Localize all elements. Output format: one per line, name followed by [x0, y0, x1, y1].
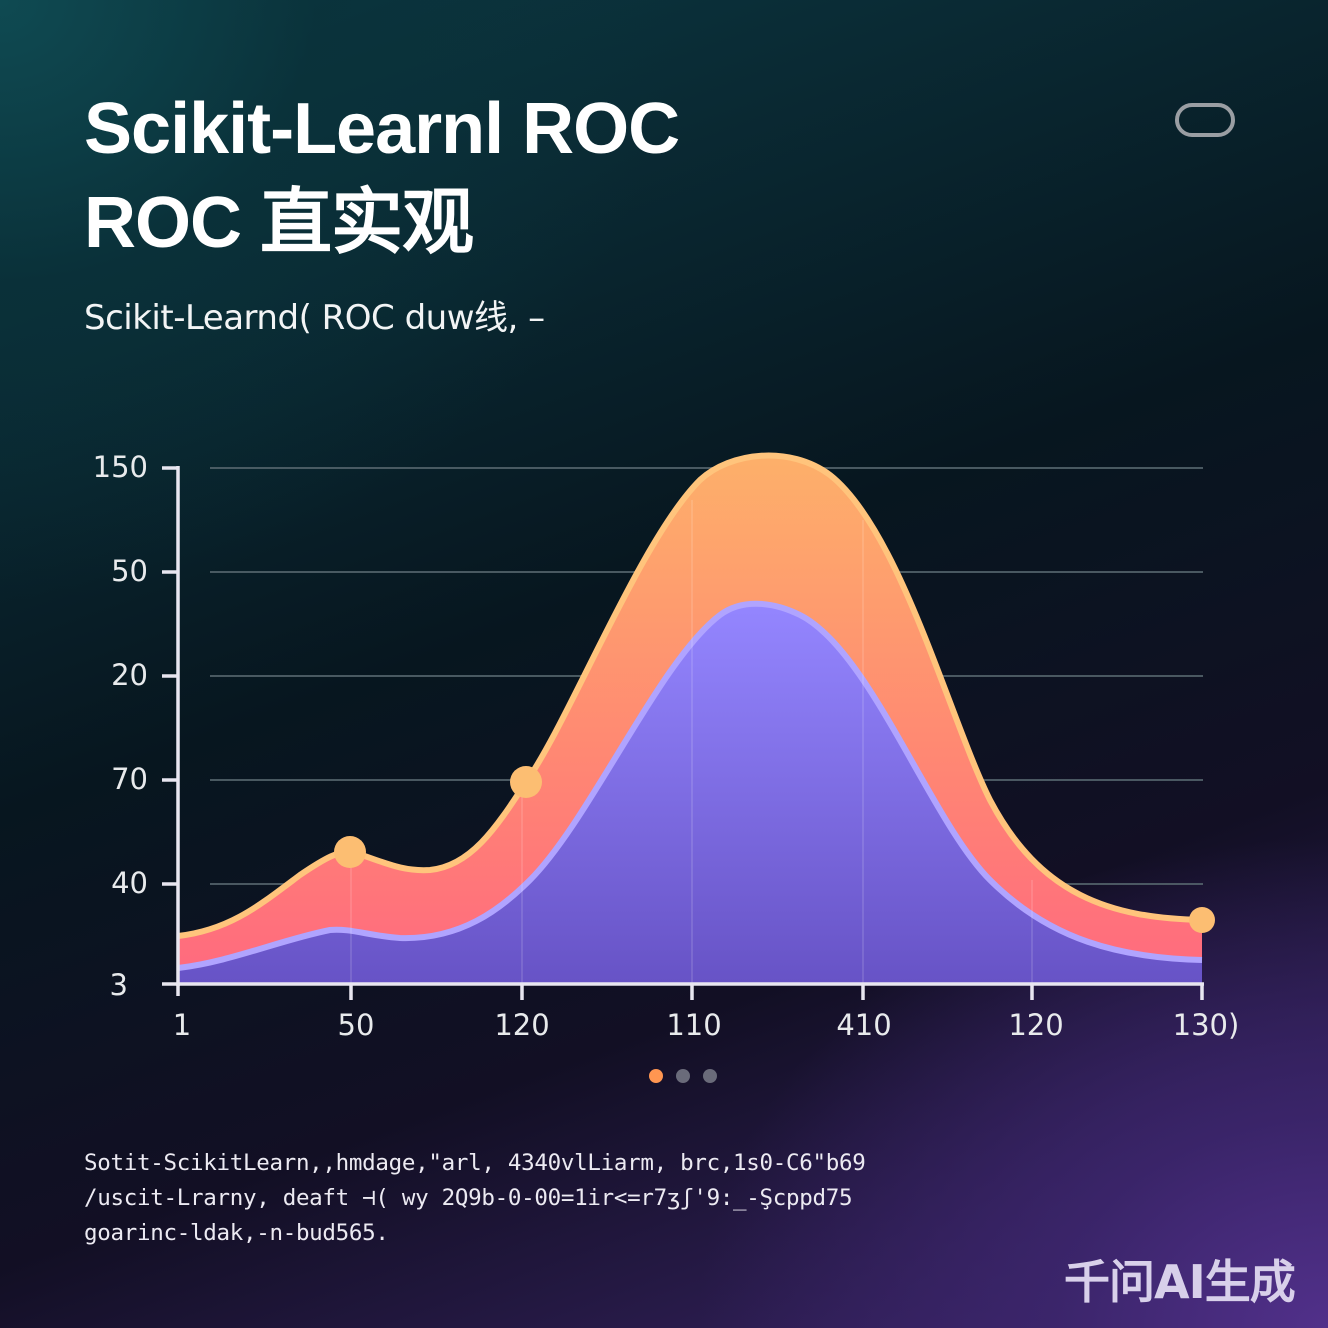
footnote-line-3: goarinc-ldak,-n-bud565. [84, 1220, 389, 1246]
footnote-text: Sotit-ScikitLearn,,hmdage,"arl, 4340vlLi… [84, 1146, 866, 1251]
footnote-line-2: /uscit-Lrarny, deaft ⊣( wy 2Q9b-0-00=1ir… [84, 1185, 853, 1211]
marker-point[interactable] [510, 766, 542, 798]
pagination-dots [649, 1069, 717, 1083]
x-tick-label: 130) [1172, 1008, 1240, 1042]
y-tick-label: 20 [111, 658, 148, 692]
marker-point[interactable] [1189, 907, 1215, 933]
data-markers [334, 766, 1215, 933]
page-subtitle: Scikit-Learnd( ROC duw线, – [84, 298, 545, 338]
pagination-dot-active[interactable] [649, 1069, 663, 1083]
y-tick-label: 40 [111, 866, 148, 900]
footnote-line-1: Sotit-ScikitLearn,,hmdage,"arl, 4340vlLi… [84, 1150, 866, 1176]
x-tick-label: 120 [494, 1008, 550, 1042]
y-tick-label: 150 [92, 450, 148, 484]
pill-toggle-icon[interactable] [1175, 103, 1235, 137]
x-tick-label: 120 [1008, 1008, 1064, 1042]
title-line-2: ROC 直实观 [84, 183, 474, 263]
x-tick-label: 410 [836, 1008, 892, 1042]
watermark: 千问AI生成 [1064, 1255, 1296, 1309]
y-tick-label: 50 [111, 554, 148, 588]
marker-point[interactable] [334, 836, 366, 868]
page-title: Scikit-Learnl ROC ROC 直实观 [84, 82, 680, 270]
pagination-dot[interactable] [676, 1069, 690, 1083]
x-tick-label: 110 [666, 1008, 722, 1042]
x-tick-label: 1 [172, 1008, 192, 1042]
y-tick-label: 3 [109, 968, 128, 1002]
upper-area-series [178, 455, 1202, 968]
title-line-1: Scikit-Learnl ROC [84, 89, 680, 169]
x-tick-label: 50 [337, 1008, 375, 1042]
y-tick-label: 70 [111, 762, 148, 796]
axes [162, 466, 1204, 1000]
pagination-dot[interactable] [703, 1069, 717, 1083]
lower-line [177, 600, 1203, 971]
lower-area-series [178, 603, 1202, 983]
